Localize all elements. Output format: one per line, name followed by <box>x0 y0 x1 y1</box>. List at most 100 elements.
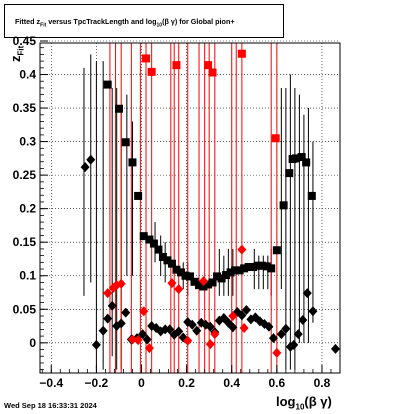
black-square-point <box>139 232 148 241</box>
black-diamond-point <box>302 288 312 299</box>
black-square-point <box>258 261 267 270</box>
black-square-point <box>121 138 130 147</box>
black-square-point <box>190 277 199 286</box>
black-square-point <box>145 235 154 244</box>
y-tick-label: 0.3 <box>19 135 36 149</box>
black-square-point <box>249 263 258 272</box>
black-square-point <box>285 169 294 178</box>
red-square-point <box>237 49 246 58</box>
black-square-point <box>134 191 143 200</box>
red-square-point <box>271 134 280 143</box>
black-square-point <box>235 266 244 275</box>
black-diamond-point <box>241 304 251 315</box>
x-tick-label: 0.4 <box>223 376 240 390</box>
x-tick-label: 0.2 <box>178 376 195 390</box>
x-tick-label: 0.6 <box>268 376 285 390</box>
black-diamond-point <box>116 318 126 329</box>
black-diamond-point <box>192 325 202 336</box>
red-square-point <box>142 54 151 63</box>
red-diamond-point <box>239 323 249 334</box>
black-square-point <box>222 271 231 280</box>
black-square-point <box>176 268 185 277</box>
black-square-point <box>226 268 235 277</box>
red-square-point <box>147 67 156 76</box>
black-square-point <box>181 271 190 280</box>
black-square-point <box>208 278 217 287</box>
black-diamond-point <box>160 324 170 335</box>
red-diamond-point <box>272 347 282 358</box>
black-diamond-point <box>103 313 113 324</box>
black-square-point <box>128 158 137 167</box>
red-diamond-point <box>133 335 143 346</box>
red-diamond-point <box>205 339 215 350</box>
black-square-point <box>186 272 194 281</box>
black-diamond-point <box>91 339 101 350</box>
y-tick-label: 0.2 <box>19 202 36 216</box>
black-diamond-point <box>289 339 299 350</box>
red-diamond-point <box>183 335 193 346</box>
black-diamond-point <box>228 322 238 333</box>
black-square-point <box>253 261 262 270</box>
red-square-point <box>208 68 217 77</box>
red-diamond-point <box>167 278 177 289</box>
black-square-point <box>297 153 306 162</box>
black-diamond-point <box>250 312 260 323</box>
red-diamond-point <box>174 284 184 295</box>
black-diamond-point <box>107 300 117 311</box>
red-diamond-point <box>103 288 113 299</box>
black-diamond-point <box>98 325 108 336</box>
black-square-point <box>272 246 281 255</box>
black-diamond-point <box>298 315 308 326</box>
plot-title-box: Fitted zFit versus TpcTrackLength and lo… <box>4 4 284 38</box>
timestamp: Wed Sep 18 16:33:31 2024 <box>4 401 97 410</box>
black-square-point <box>302 158 311 167</box>
red-diamond-point <box>144 343 154 354</box>
black-square-point <box>172 265 181 274</box>
black-diamond-point <box>268 333 278 344</box>
black-diamond-point <box>205 321 215 332</box>
x-tick-label: 0.8 <box>314 376 331 390</box>
x-tick-label: 0 <box>138 376 145 390</box>
y-tick-label: 0.25 <box>13 168 37 182</box>
red-diamond-point <box>139 306 149 317</box>
black-diamond-point <box>293 329 303 340</box>
black-square-point <box>267 264 276 273</box>
black-diamond-point <box>174 326 184 337</box>
red-diamond-point <box>127 334 137 345</box>
black-square-point <box>231 266 240 275</box>
red-diamond-point <box>116 278 126 289</box>
x-axis-label: log10(β γ) <box>276 394 332 412</box>
black-square-point <box>213 272 222 281</box>
red-square-point <box>204 61 213 70</box>
black-square-point <box>158 252 167 261</box>
black-square-point <box>307 191 316 200</box>
black-square-point <box>195 281 204 290</box>
black-square-point <box>167 259 176 268</box>
y-tick-label: 0 <box>29 336 36 350</box>
black-diamond-point <box>187 319 197 330</box>
black-diamond-point <box>165 324 175 335</box>
red-square-point <box>172 61 181 70</box>
black-diamond-point <box>276 329 286 340</box>
black-square-point <box>154 245 163 254</box>
black-square-point <box>292 154 301 163</box>
black-diamond-point <box>142 334 152 345</box>
black-square-point <box>262 262 271 271</box>
y-tick-label: 0.45 <box>13 34 37 48</box>
y-tick-label: 0.15 <box>13 235 37 249</box>
black-square-point <box>163 256 172 265</box>
y-tick-label: 0.05 <box>13 302 37 316</box>
black-diamond-point <box>330 343 340 354</box>
black-square-point <box>244 263 253 272</box>
black-diamond-point <box>80 162 90 173</box>
red-diamond-point <box>237 244 247 255</box>
y-tick-label: 0.4 <box>19 68 36 82</box>
black-square-point <box>217 274 226 283</box>
black-square-point <box>103 80 112 89</box>
x-tick-label: −0.2 <box>85 376 109 390</box>
black-diamond-point <box>281 323 291 334</box>
black-diamond-point <box>86 154 96 165</box>
black-diamond-point <box>138 329 148 340</box>
black-square-point <box>199 282 208 291</box>
red-diamond-point <box>210 329 220 340</box>
